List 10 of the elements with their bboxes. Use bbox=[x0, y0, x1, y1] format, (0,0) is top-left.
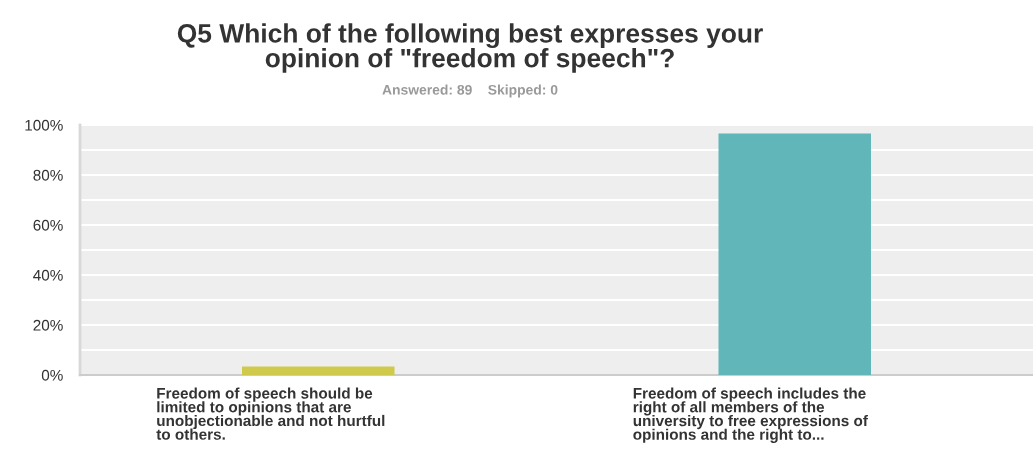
chart-title: Q5 Which of the following best expresses your opinion of "freedom of speech"? bbox=[177, 23, 763, 73]
y-tick-label: 40% bbox=[33, 269, 63, 281]
x-tick-label: Freedom of speech should be limited to opinions that are unobjectionable and not hurtful to others. bbox=[156, 387, 385, 440]
y-tick-label: 0% bbox=[41, 369, 63, 381]
chart-subtitle: Answered: 89 Skipped: 0 bbox=[382, 84, 558, 98]
y-tick-label: 80% bbox=[33, 169, 63, 181]
y-tick-label: 100% bbox=[25, 119, 63, 131]
x-tick-label: Freedom of speech includes the right of all members of the university to free expressions of opinions and the right to... bbox=[633, 387, 868, 443]
y-tick-label: 60% bbox=[33, 219, 63, 231]
y-tick-label: 20% bbox=[33, 319, 63, 331]
